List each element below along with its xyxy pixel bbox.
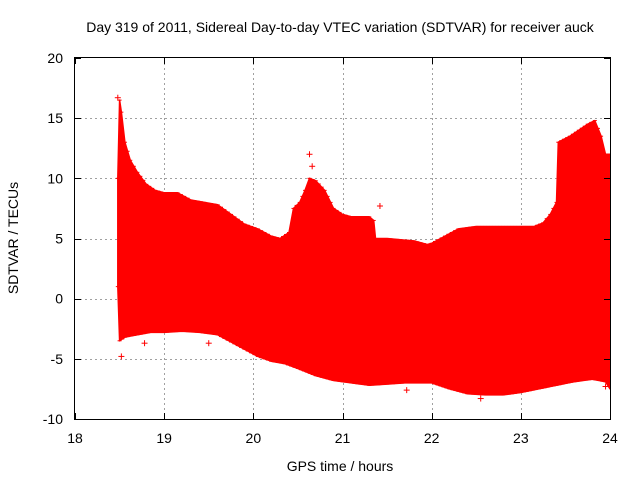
outlier-point — [602, 383, 609, 390]
tick-labels: 18 19 20 21 22 23 24 -10 -5 0 5 10 15 20 — [43, 50, 618, 446]
y-tick-label: 15 — [47, 110, 63, 126]
x-tick-label: 22 — [424, 430, 440, 446]
outlier-point — [114, 94, 121, 101]
x-axis-label: GPS time / hours — [287, 458, 394, 474]
x-tick-label: 18 — [67, 430, 83, 446]
chart-title: Day 319 of 2011, Sidereal Day-to-day VTE… — [86, 19, 595, 35]
plot-frame — [74, 57, 611, 420]
outlier-point — [141, 340, 148, 347]
tick-marks — [75, 58, 611, 420]
x-tick-label: 20 — [246, 430, 262, 446]
x-tick-label: 21 — [335, 430, 351, 446]
y-tick-label: 20 — [47, 50, 63, 66]
data-layer — [114, 94, 611, 402]
sdtvar-envelope — [117, 99, 611, 396]
y-tick-label: 5 — [55, 231, 63, 247]
x-tick-label: 24 — [602, 430, 618, 446]
outlier-point — [477, 395, 484, 402]
y-tick-label: 0 — [55, 291, 63, 307]
y-axis-label: SDTVAR / TECUs — [5, 182, 21, 294]
x-tick-label: 23 — [513, 430, 529, 446]
outlier-point — [403, 387, 410, 394]
outlier-point — [309, 163, 316, 170]
outlier-point — [118, 353, 125, 360]
outlier-point — [205, 340, 212, 347]
y-tick-label: -5 — [51, 351, 64, 367]
outlier-point — [376, 203, 383, 210]
y-tick-label: 10 — [47, 170, 63, 186]
x-tick-label: 19 — [156, 430, 172, 446]
outlier-point — [306, 151, 313, 158]
y-tick-label: -10 — [43, 411, 63, 427]
